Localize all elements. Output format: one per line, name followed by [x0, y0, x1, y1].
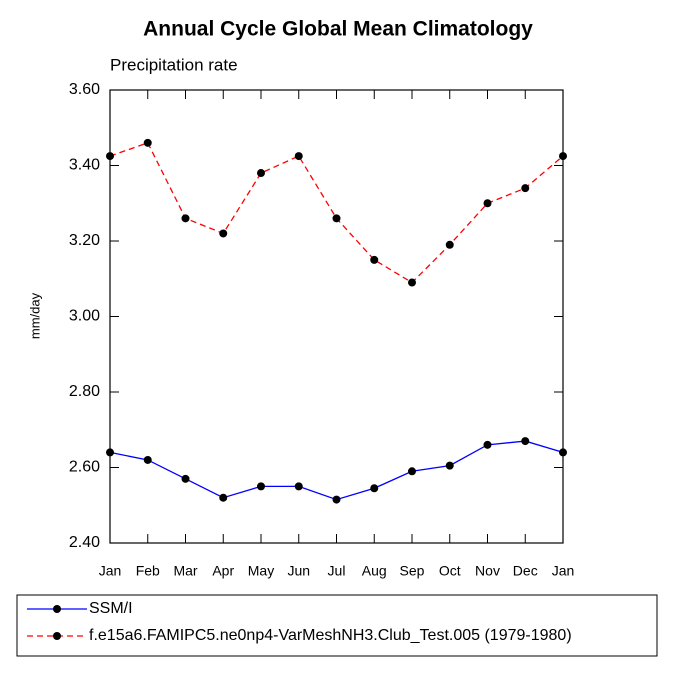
- data-point: [143, 455, 152, 464]
- data-point: [106, 152, 114, 161]
- data-point: [257, 482, 265, 491]
- y-tick-label: 3.20: [69, 232, 100, 249]
- data-point: [332, 495, 341, 504]
- x-tick-label: Jun: [287, 563, 310, 579]
- data-point: [408, 278, 416, 287]
- legend-marker: [53, 632, 61, 640]
- x-tick-label: Nov: [475, 563, 500, 579]
- data-point: [143, 138, 152, 147]
- legend-box: [16, 594, 658, 657]
- data-point: [106, 448, 114, 457]
- data-point: [445, 240, 454, 249]
- data-point: [408, 467, 416, 476]
- data-point: [445, 461, 454, 470]
- data-point: [181, 214, 190, 223]
- legend-label: SSM/I: [89, 600, 133, 617]
- data-point: [219, 229, 228, 238]
- x-tick-label: Oct: [439, 563, 461, 579]
- chart-subtitle: Precipitation rate: [110, 55, 238, 74]
- x-tick-label: Sep: [400, 563, 425, 579]
- data-point: [483, 440, 492, 449]
- x-tick-label: Jul: [328, 563, 346, 579]
- data-point: [370, 255, 379, 264]
- x-tick-label: May: [248, 563, 274, 579]
- y-tick-label: 3.00: [69, 308, 100, 325]
- data-point: [181, 474, 190, 483]
- x-tick-label: Jan: [99, 563, 122, 579]
- x-tick-label: Feb: [136, 563, 160, 579]
- x-tick-label: Aug: [362, 563, 387, 579]
- x-tick-label: Mar: [173, 563, 197, 579]
- series-line: [109, 142, 564, 284]
- data-point: [483, 199, 492, 208]
- y-tick-label: 3.40: [69, 157, 100, 174]
- y-tick-label: 2.60: [69, 459, 100, 476]
- data-point: [257, 169, 265, 178]
- data-point: [521, 437, 530, 446]
- data-point: [219, 493, 228, 502]
- series-line: [109, 440, 564, 501]
- data-point: [294, 482, 303, 491]
- data-point: [294, 152, 303, 161]
- y-tick-label: 3.60: [69, 81, 100, 98]
- data-point: [559, 152, 567, 161]
- y-tick-label: 2.80: [69, 383, 100, 400]
- chart-title: Annual Cycle Global Mean Climatology: [143, 18, 533, 41]
- legend-marker: [53, 605, 61, 613]
- y-axis-label: mm/day: [27, 292, 42, 339]
- x-tick-label: Jan: [552, 563, 575, 579]
- x-tick-label: Apr: [212, 563, 234, 579]
- data-point: [559, 448, 567, 457]
- data-point: [370, 484, 379, 493]
- x-tick-label: Dec: [513, 563, 538, 579]
- legend-label: f.e15a6.FAMIPC5.ne0np4-VarMeshNH3.Club_T…: [89, 627, 572, 644]
- data-point: [521, 184, 530, 193]
- data-point: [332, 214, 341, 223]
- y-tick-label: 2.40: [69, 534, 100, 551]
